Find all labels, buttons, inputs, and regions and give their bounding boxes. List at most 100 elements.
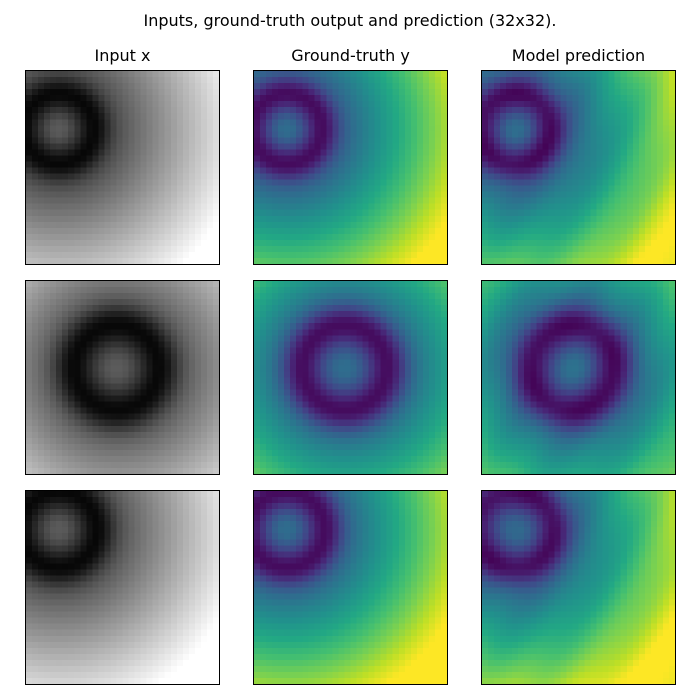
heatmap-cell — [566, 221, 573, 228]
heatmap-cell — [644, 107, 651, 114]
heatmap-cell — [638, 203, 645, 210]
heatmap-cell — [632, 125, 639, 132]
heatmap-cell — [350, 101, 357, 108]
heatmap-cell — [254, 131, 261, 138]
heatmap-cell — [332, 209, 339, 216]
heatmap-cell — [380, 239, 387, 246]
heatmap-cell — [524, 107, 531, 114]
heatmap-cell — [380, 233, 387, 240]
heatmap-cell — [548, 215, 555, 222]
heatmap-cell — [428, 155, 435, 162]
heatmap-cell — [56, 281, 63, 288]
heatmap-cell — [68, 455, 75, 462]
heatmap-cell — [350, 89, 357, 96]
heatmap-cell — [362, 353, 369, 360]
heatmap-cell — [440, 341, 447, 348]
heatmap-cell — [302, 137, 309, 144]
heatmap-cell — [404, 323, 411, 330]
heatmap-cell — [416, 101, 423, 108]
heatmap-cell — [548, 185, 555, 192]
heatmap-cell — [290, 425, 297, 432]
heatmap-cell — [260, 389, 267, 396]
heatmap-cell — [200, 107, 207, 114]
heatmap-cell — [68, 305, 75, 312]
heatmap-cell — [512, 107, 519, 114]
heatmap-cell — [254, 395, 261, 402]
heatmap-cell — [50, 311, 57, 318]
heatmap-cell — [38, 143, 45, 150]
heatmap-cell — [278, 83, 285, 90]
heatmap-cell — [176, 461, 183, 468]
heatmap-cell — [200, 431, 207, 438]
heatmap-cell — [266, 197, 273, 204]
heatmap-cell — [356, 77, 363, 84]
heatmap-cell — [380, 221, 387, 228]
heatmap-cell — [560, 107, 567, 114]
heatmap-cell — [320, 101, 327, 108]
heatmap-cell — [266, 233, 273, 240]
heatmap-cell — [632, 239, 639, 246]
heatmap-cell — [506, 113, 513, 120]
heatmap-cell — [122, 419, 129, 426]
heatmap-cell — [182, 149, 189, 156]
heatmap-cell — [320, 191, 327, 198]
heatmap-cell — [518, 173, 525, 180]
heatmap-cell — [398, 293, 405, 300]
heatmap-cell — [134, 239, 141, 246]
heatmap-cell — [116, 191, 123, 198]
heatmap-cell — [98, 287, 105, 294]
heatmap-cell — [272, 371, 279, 378]
heatmap-cell — [290, 305, 297, 312]
heatmap-cell — [38, 413, 45, 420]
heatmap-cell — [182, 407, 189, 414]
heatmap-cell — [56, 467, 63, 474]
heatmap-cell — [668, 215, 675, 222]
heatmap-cell — [206, 395, 213, 402]
heatmap-cell — [272, 413, 279, 420]
heatmap-cell — [536, 71, 543, 78]
heatmap-cell — [434, 233, 441, 240]
heatmap-cell — [416, 407, 423, 414]
heatmap-cell — [158, 449, 165, 456]
heatmap-cell — [74, 299, 81, 306]
heatmap-cell — [62, 245, 69, 252]
heatmap-cell — [668, 119, 675, 126]
heatmap-cell — [266, 425, 273, 432]
heatmap-cell — [344, 419, 351, 426]
heatmap-cell — [134, 167, 141, 174]
heatmap-cell — [398, 173, 405, 180]
heatmap-cell — [182, 431, 189, 438]
heatmap-cell — [320, 353, 327, 360]
heatmap-cell — [386, 443, 393, 450]
heatmap-cell — [302, 197, 309, 204]
heatmap-cell — [182, 233, 189, 240]
heatmap-cell — [410, 125, 417, 132]
heatmap-cell — [212, 437, 219, 444]
heatmap-cell — [62, 101, 69, 108]
heatmap-cell — [422, 413, 429, 420]
heatmap-cell — [320, 77, 327, 84]
heatmap-cell — [416, 149, 423, 156]
heatmap-cell — [650, 257, 657, 264]
heatmap-cell — [104, 149, 111, 156]
heatmap-cell — [488, 209, 495, 216]
heatmap-cell — [608, 215, 615, 222]
heatmap-cell — [308, 101, 315, 108]
heatmap-cell — [362, 155, 369, 162]
heatmap-cell — [494, 233, 501, 240]
heatmap-cell — [152, 113, 159, 120]
heatmap-cell — [416, 287, 423, 294]
heatmap-cell — [536, 203, 543, 210]
heatmap-cell — [404, 293, 411, 300]
heatmap-cell — [212, 467, 219, 474]
heatmap-cell — [440, 317, 447, 324]
heatmap-cell — [290, 89, 297, 96]
heatmap-cell — [392, 281, 399, 288]
heatmap-cell — [188, 95, 195, 102]
heatmap-cell — [296, 437, 303, 444]
heatmap-cell — [62, 317, 69, 324]
heatmap-cell — [32, 395, 39, 402]
heatmap-cell — [332, 161, 339, 168]
heatmap-cell — [572, 245, 579, 252]
heatmap-cell — [434, 83, 441, 90]
